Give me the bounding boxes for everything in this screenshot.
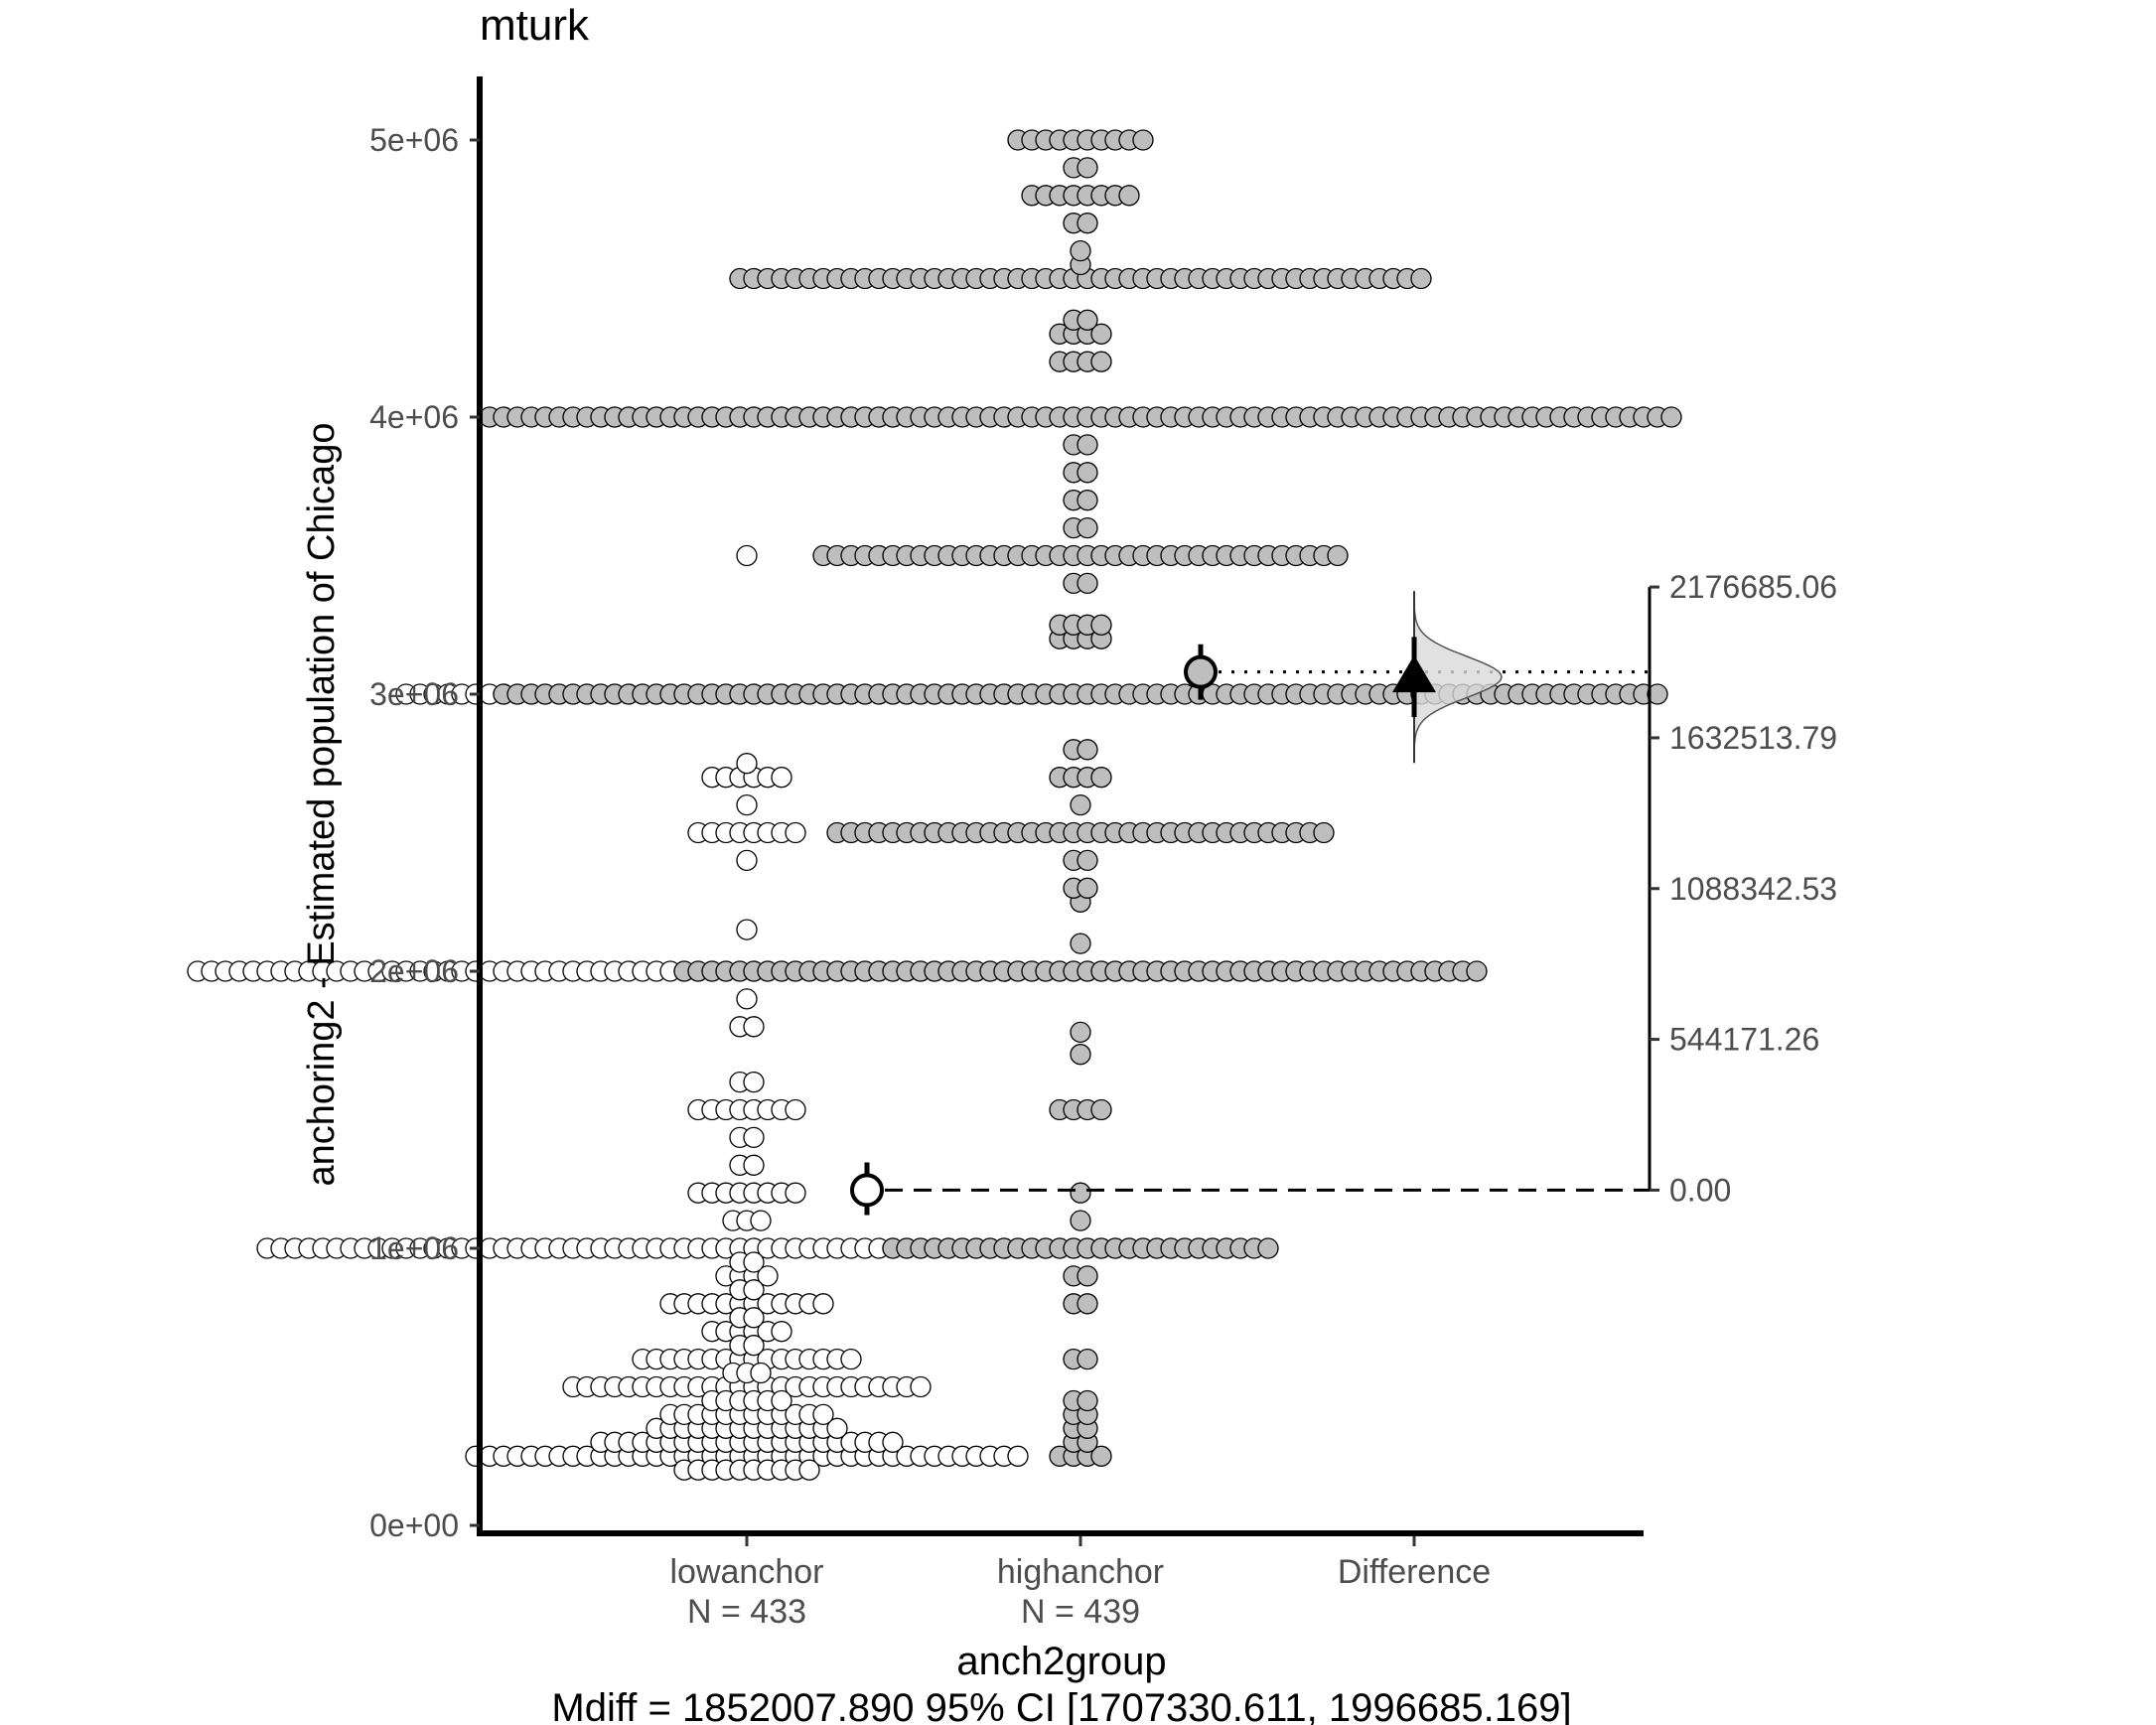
- data-point: [1077, 309, 1098, 331]
- data-point: [785, 821, 806, 844]
- data-point: [1647, 683, 1668, 705]
- data-point: [1410, 267, 1432, 290]
- data-point: [743, 1307, 765, 1329]
- data-point: [1077, 1348, 1098, 1370]
- data-point: [1077, 462, 1098, 484]
- data-point: [1090, 323, 1112, 345]
- data-point: [743, 1016, 765, 1038]
- data-point: [750, 1362, 772, 1384]
- data-point: [736, 753, 758, 775]
- data-point: [743, 1071, 765, 1093]
- y-tick-label: 1e+06: [369, 1230, 459, 1266]
- data-point: [1660, 406, 1682, 428]
- y-tick-label: 0e+00: [369, 1508, 459, 1543]
- data-point: [1090, 1098, 1112, 1121]
- data-points: [187, 129, 1682, 1481]
- n-label: N = 433: [687, 1593, 806, 1631]
- data-point: [736, 793, 758, 816]
- data-point: [1077, 572, 1098, 595]
- data-point: [736, 849, 758, 872]
- data-point: [840, 1348, 862, 1370]
- data-point: [1077, 434, 1098, 456]
- data-point: [1090, 351, 1112, 372]
- data-point: [1070, 933, 1091, 954]
- data-point: [743, 1126, 765, 1149]
- data-point: [736, 988, 758, 1010]
- data-point: [812, 1293, 834, 1315]
- data-point: [1070, 1044, 1091, 1066]
- data-point: [743, 1154, 765, 1176]
- data-point: [1090, 767, 1112, 789]
- data-point: [1118, 185, 1140, 207]
- data-point: [1070, 1021, 1091, 1044]
- data-point: [1313, 821, 1335, 844]
- y-tick-label: 4e+06: [369, 399, 459, 435]
- data-point: [1070, 239, 1091, 262]
- data-point: [743, 1335, 765, 1357]
- data-point: [1090, 1445, 1112, 1467]
- data-point: [1077, 490, 1098, 511]
- data-point: [750, 1210, 772, 1231]
- data-point: [743, 1279, 765, 1301]
- data-point: [910, 1375, 932, 1398]
- data-point: [1257, 1237, 1279, 1259]
- data-point: [757, 1265, 779, 1287]
- data-point: [1077, 516, 1098, 539]
- difference-tick-label: 2176685.06: [1669, 569, 1837, 605]
- data-point: [1077, 877, 1098, 899]
- category-label: highanchor: [997, 1553, 1164, 1591]
- data-point: [1077, 1389, 1098, 1412]
- data-point: [1070, 1210, 1091, 1231]
- high-mean-marker: [1184, 654, 1218, 689]
- data-point: [1077, 213, 1098, 234]
- y-tick-label: 5e+06: [369, 122, 459, 158]
- data-point: [1077, 849, 1098, 872]
- data-point: [882, 1431, 904, 1453]
- difference-tick-label: 1088342.53: [1669, 871, 1837, 907]
- data-point: [826, 1417, 848, 1439]
- difference-axis-ticks: 0.00 544171.26 1088342.53 1632513.79 2176685…: [1648, 569, 1837, 1208]
- data-point: [1007, 1445, 1029, 1467]
- difference-distribution: [1413, 591, 1503, 764]
- difference-tick-label: 544171.26: [1669, 1022, 1819, 1058]
- data-point: [1077, 1265, 1098, 1287]
- difference-mean-marker: [1392, 654, 1436, 693]
- chart-title: mturk: [480, 1, 590, 50]
- data-point: [1077, 739, 1098, 761]
- n-label: N = 439: [1021, 1593, 1140, 1631]
- y-tick-label: 2e+06: [369, 953, 459, 989]
- category-label: Difference: [1338, 1553, 1491, 1591]
- data-point: [771, 1389, 792, 1412]
- data-point: [1070, 793, 1091, 816]
- y-tick-label: 3e+06: [369, 676, 459, 712]
- summary-marks: [850, 591, 1650, 1216]
- data-point: [1466, 960, 1488, 982]
- data-point: [785, 1182, 806, 1204]
- data-point: [771, 767, 792, 789]
- data-point: [771, 1321, 792, 1343]
- data-point: [812, 1403, 834, 1426]
- difference-tick-label: 1632513.79: [1669, 720, 1837, 756]
- y-axis-ticks: 0e+00 1e+06 2e+06 3e+06 4e+06 5e+06: [369, 122, 480, 1543]
- data-point: [785, 1098, 806, 1121]
- data-point: [798, 1459, 820, 1481]
- data-point: [1327, 544, 1349, 567]
- caption-mdiff: Mdiff = 1852007.890 95% CI [1707330.611,…: [551, 1686, 1571, 1725]
- data-point: [1070, 1182, 1091, 1204]
- data-point: [1077, 1293, 1098, 1315]
- data-point: [1077, 157, 1098, 179]
- y-axis-label: anchoring2 - Estimated population of Chi…: [301, 423, 343, 1187]
- data-point: [736, 544, 758, 567]
- category-label: lowanchor: [670, 1553, 824, 1591]
- data-point: [743, 1251, 765, 1273]
- low-mean-marker: [850, 1173, 884, 1208]
- x-axis-label: anch2group: [956, 1640, 1166, 1683]
- data-point: [1090, 614, 1112, 636]
- data-point: [1132, 129, 1154, 151]
- data-point: [736, 919, 758, 940]
- difference-tick-label: 0.00: [1669, 1172, 1731, 1208]
